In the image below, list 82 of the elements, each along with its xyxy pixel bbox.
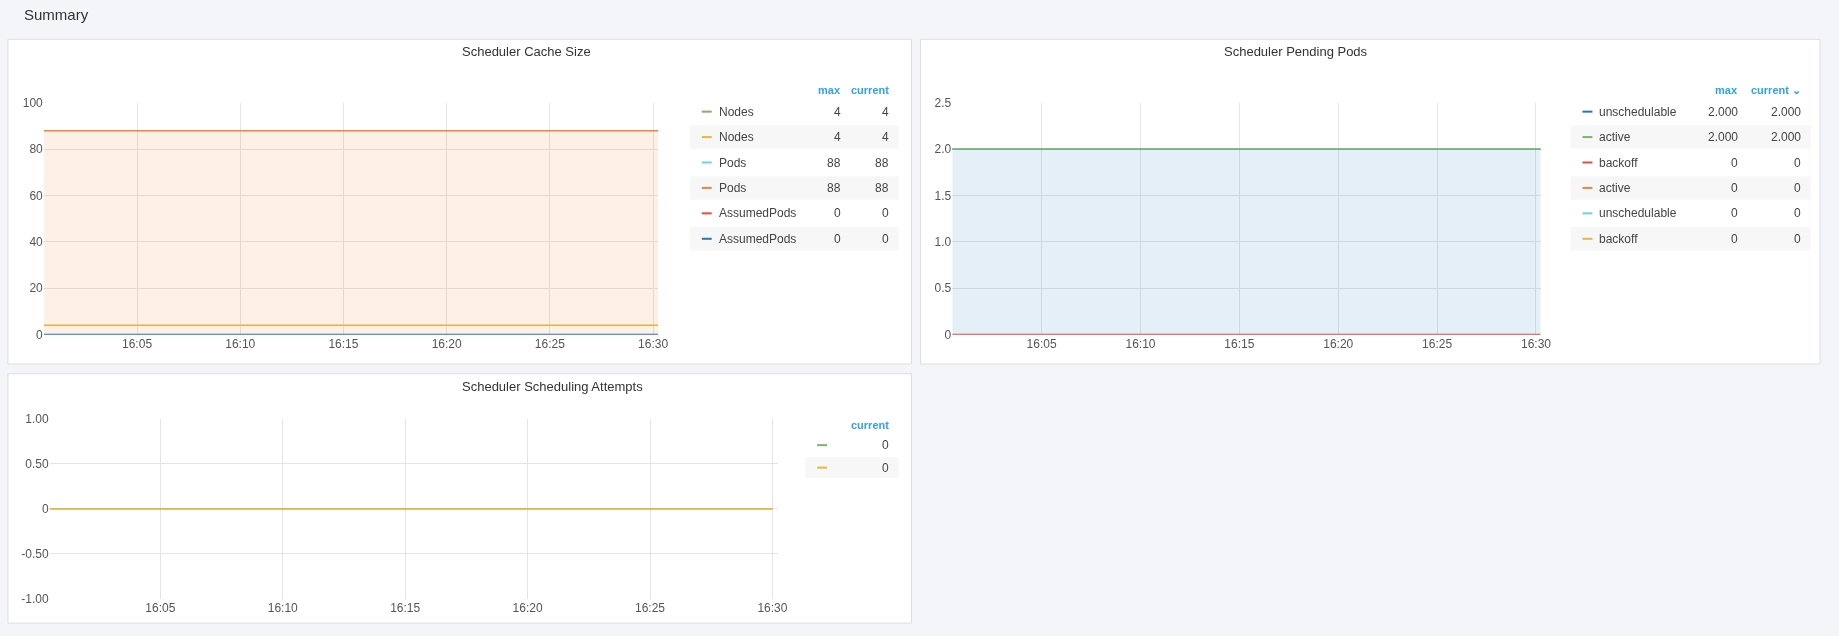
text: 0 <box>1731 181 1738 195</box>
text: 0 <box>882 438 889 452</box>
text: current <box>851 84 890 96</box>
text: 2.000 <box>1771 105 1802 119</box>
text: 0 <box>882 232 889 246</box>
x-tick-label: 16:15 <box>390 600 421 615</box>
y-tick-label: 1.5 <box>934 188 952 203</box>
text: 88 <box>827 181 841 195</box>
x-tick-label: 16:15 <box>328 336 359 351</box>
text: Summary <box>24 6 89 23</box>
text: 0 <box>1794 232 1801 246</box>
x-tick-label: 16:30 <box>638 336 669 351</box>
x-tick-label: 16:30 <box>757 600 788 615</box>
text: 0 <box>1731 156 1738 170</box>
y-tick-label: 1.00 <box>25 411 50 426</box>
y-tick-label: 0.50 <box>25 456 50 471</box>
legend-label: Pods <box>719 156 747 170</box>
legend-label: active <box>1599 181 1631 195</box>
y-tick-label: 1.0 <box>934 235 952 250</box>
y-tick-label: 2.0 <box>934 142 952 157</box>
y-tick-label: 100 <box>22 96 44 111</box>
x-tick-label: 16:10 <box>1125 336 1156 351</box>
y-tick-label: 40 <box>29 235 44 250</box>
legend-label: AssumedPods <box>719 206 797 220</box>
text: 0 <box>1731 232 1738 246</box>
y-tick-label: -1.00 <box>21 591 50 606</box>
y-tick-label: 60 <box>29 188 44 203</box>
text: 4 <box>882 130 889 144</box>
text: max <box>1715 84 1738 96</box>
x-tick-label: 16:05 <box>1026 336 1057 351</box>
legend-label: unschedulable <box>1599 206 1677 220</box>
text: 0 <box>834 206 841 220</box>
x-tick-label: 16:20 <box>512 600 543 615</box>
text: 0 <box>882 461 889 475</box>
y-tick-label: 0 <box>42 501 50 516</box>
text: 0 <box>1731 206 1738 220</box>
x-tick-label: 16:25 <box>635 600 666 615</box>
text: 4 <box>882 105 889 119</box>
text: 2.000 <box>1708 105 1739 119</box>
x-tick-label: 16:30 <box>1520 336 1552 351</box>
text: 88 <box>827 156 841 170</box>
x-tick-label: 16:20 <box>431 336 463 351</box>
text: current ⌄ <box>1751 84 1801 96</box>
x-tick-label: 16:05 <box>145 600 176 615</box>
chart-title: Scheduler Scheduling Attempts <box>462 379 644 394</box>
legend-label: backoff <box>1599 232 1639 246</box>
text: 2.000 <box>1708 130 1739 144</box>
y-tick-label: 0 <box>944 327 952 342</box>
text: 88 <box>875 156 889 170</box>
text: 4 <box>834 130 841 144</box>
text: 0 <box>1794 181 1801 195</box>
y-tick-label: 0.5 <box>934 281 952 296</box>
text: 4 <box>834 105 841 119</box>
x-tick-label: 16:15 <box>1224 336 1255 351</box>
text: 0 <box>1794 206 1801 220</box>
y-tick-label: 20 <box>29 281 44 296</box>
legend-label: Nodes <box>719 130 754 144</box>
text: 0 <box>882 206 889 220</box>
legend-label: unschedulable <box>1599 105 1677 119</box>
text: 88 <box>875 181 889 195</box>
y-tick-label: -0.50 <box>21 546 50 561</box>
x-tick-label: 16:10 <box>225 336 256 351</box>
x-tick-label: 16:20 <box>1323 336 1354 351</box>
y-tick-label: 2.5 <box>934 96 952 111</box>
legend-label: Pods <box>719 181 747 195</box>
y-tick-label: 80 <box>29 142 44 157</box>
chart-title: Scheduler Cache Size <box>462 44 591 59</box>
y-tick-label: 0 <box>36 327 44 342</box>
text: max <box>818 84 841 96</box>
text: 0 <box>834 232 841 246</box>
chart-title: Scheduler Pending Pods <box>1224 44 1368 59</box>
x-tick-label: 16:25 <box>1422 336 1453 351</box>
legend-label: AssumedPods <box>719 232 797 246</box>
x-tick-label: 16:05 <box>122 336 153 351</box>
text: current <box>851 419 890 431</box>
legend-label: backoff <box>1599 156 1639 170</box>
text: 0 <box>1794 156 1801 170</box>
text: 2.000 <box>1771 130 1802 144</box>
legend-label: active <box>1599 130 1631 144</box>
x-tick-label: 16:25 <box>534 336 566 351</box>
x-tick-label: 16:10 <box>267 600 299 615</box>
legend-label: Nodes <box>719 105 754 119</box>
